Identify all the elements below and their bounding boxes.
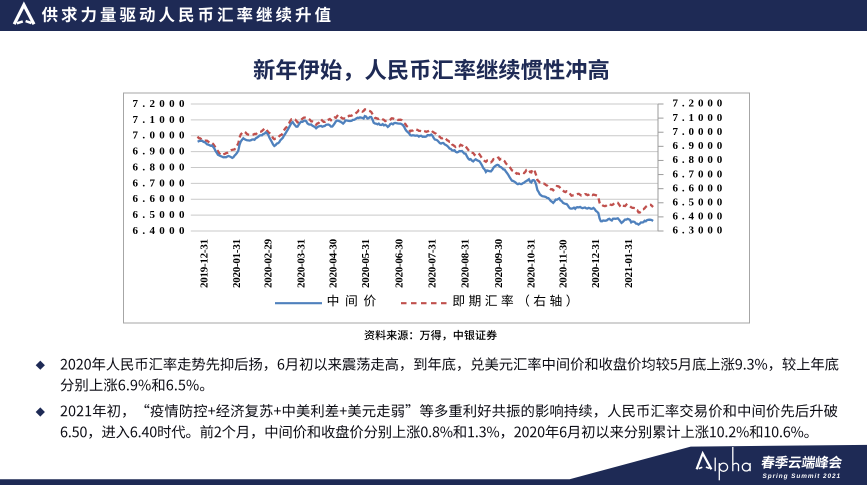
svg-text:6.6000: 6.6000 (133, 193, 189, 205)
svg-text:Spring Summit 2021: Spring Summit 2021 (763, 473, 842, 480)
svg-text:2020-08-31: 2020-08-31 (460, 239, 472, 288)
svg-text:2020-10-31: 2020-10-31 (526, 239, 538, 288)
svg-text:6.5000: 6.5000 (133, 209, 189, 221)
svg-text:2020-05-31: 2020-05-31 (360, 239, 372, 288)
svg-text:2020-09-30: 2020-09-30 (493, 238, 505, 288)
svg-text:7.2000: 7.2000 (133, 98, 189, 110)
svg-text:7.0000: 7.0000 (673, 126, 727, 138)
svg-text:2020-01-31: 2020-01-31 (231, 239, 243, 288)
svg-text:2020-02-29: 2020-02-29 (262, 238, 274, 288)
svg-text:6.9000: 6.9000 (673, 140, 727, 152)
svg-text:7.0000: 7.0000 (133, 130, 189, 142)
svg-text:2020-03-31: 2020-03-31 (295, 239, 307, 288)
svg-text:6.4000: 6.4000 (133, 225, 189, 237)
svg-text:6.8000: 6.8000 (673, 154, 727, 166)
svg-text:6.6000: 6.6000 (673, 182, 727, 194)
svg-text:6.9000: 6.9000 (133, 146, 189, 158)
svg-text:2020-07-31: 2020-07-31 (427, 239, 439, 288)
svg-text:2021-01-31: 2021-01-31 (623, 239, 635, 288)
svg-text:6.8000: 6.8000 (133, 161, 189, 173)
svg-text:2019-12-31: 2019-12-31 (199, 239, 211, 288)
svg-text:6.7000: 6.7000 (133, 177, 189, 189)
svg-text:2020-11-30: 2020-11-30 (557, 239, 569, 288)
svg-text:6.7000: 6.7000 (673, 168, 727, 180)
svg-text:6.4000: 6.4000 (673, 211, 727, 223)
svg-text:2020-04-30: 2020-04-30 (328, 238, 340, 288)
svg-text:6.3000: 6.3000 (673, 225, 727, 237)
svg-text:7.1000: 7.1000 (133, 114, 189, 126)
svg-text:6.5000: 6.5000 (673, 196, 727, 208)
svg-text:2020-06-30: 2020-06-30 (394, 238, 406, 288)
svg-text:2020-12-31: 2020-12-31 (590, 239, 602, 288)
svg-text:7.2000: 7.2000 (673, 98, 727, 110)
svg-text:7.1000: 7.1000 (673, 112, 727, 124)
